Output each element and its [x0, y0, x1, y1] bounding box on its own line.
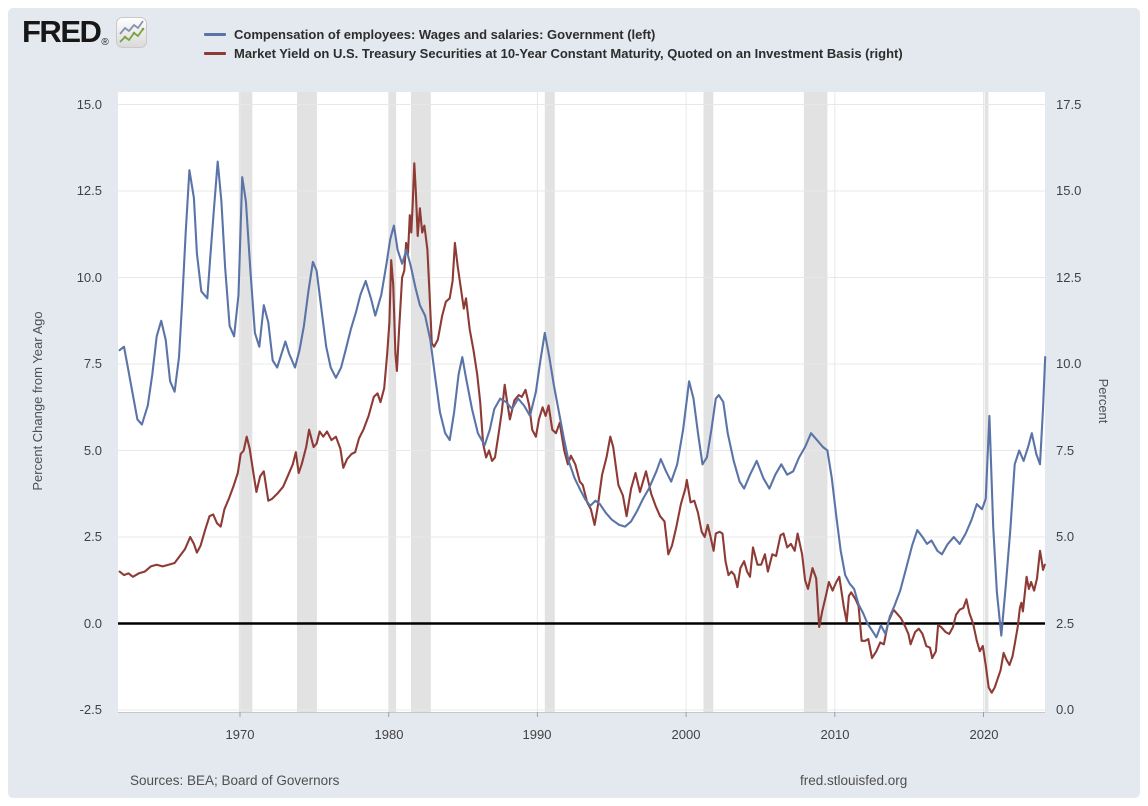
recession-band: [297, 92, 317, 712]
series-line-government-wages: [118, 160, 1047, 639]
legend-label: Compensation of employees: Wages and sal…: [234, 27, 656, 42]
right-axis-tick-label: 10.0: [1056, 356, 1082, 371]
fred-logo[interactable]: FRED ®: [22, 15, 147, 53]
left-axis-tick-label: 0.0: [83, 616, 102, 631]
left-axis-tick-label: 7.5: [83, 356, 102, 371]
x-axis-tick-label: 2000: [671, 727, 701, 742]
right-axis-tick-label: 12.5: [1056, 270, 1082, 285]
legend-item-government-wages[interactable]: Compensation of employees: Wages and sal…: [204, 25, 903, 44]
fred-logo-text: FRED: [22, 14, 102, 49]
recession-band: [388, 92, 397, 712]
x-axis-tick-label: 1990: [522, 727, 552, 742]
left-axis-tick-label: 15.0: [76, 97, 102, 112]
x-axis-tick-label: 2020: [969, 727, 999, 742]
series-line-10y-treasury: [118, 162, 1046, 694]
right-axis-title: Percent: [1096, 378, 1111, 424]
sources-note: Sources: BEA; Board of Governors: [130, 773, 340, 788]
left-axis-tick-label: 2.5: [83, 529, 102, 544]
recession-band: [703, 92, 714, 712]
recession-band: [544, 92, 555, 712]
left-axis-tick-label: 10.0: [76, 270, 102, 285]
registered-mark: ®: [101, 37, 109, 48]
plot-area[interactable]: [118, 92, 1045, 712]
right-axis-tick-label: 2.5: [1056, 616, 1075, 631]
recession-band: [238, 92, 253, 712]
right-axis-tick-label: 5.0: [1056, 529, 1075, 544]
chart-legend: Compensation of employees: Wages and sal…: [204, 25, 903, 63]
recession-band: [984, 92, 989, 712]
left-axis-tick-label: 12.5: [76, 183, 102, 198]
line-chart-icon: [115, 17, 147, 53]
fred-site-link[interactable]: fred.stlouisfed.org: [800, 773, 908, 788]
right-axis-tick-label: 7.5: [1056, 443, 1075, 458]
legend-label: Market Yield on U.S. Treasury Securities…: [234, 46, 903, 61]
legend-item-10y-treasury[interactable]: Market Yield on U.S. Treasury Securities…: [204, 44, 903, 63]
x-axis-tick-label: 1980: [374, 727, 404, 742]
right-axis-tick-label: 0.0: [1056, 702, 1075, 717]
left-axis-title: Percent Change from Year Ago: [30, 311, 45, 491]
legend-swatch-red: [204, 52, 226, 55]
left-axis-tick-label: 5.0: [83, 443, 102, 458]
legend-swatch-blue: [204, 33, 226, 36]
right-axis-tick-label: 15.0: [1056, 183, 1082, 198]
x-axis-tick-label: 2010: [820, 727, 850, 742]
left-axis-tick-label: -2.5: [79, 702, 102, 717]
right-axis-tick-label: 17.5: [1056, 97, 1082, 112]
recession-band: [411, 92, 431, 712]
x-axis-tick-label: 1970: [225, 727, 255, 742]
recession-band: [803, 92, 828, 712]
